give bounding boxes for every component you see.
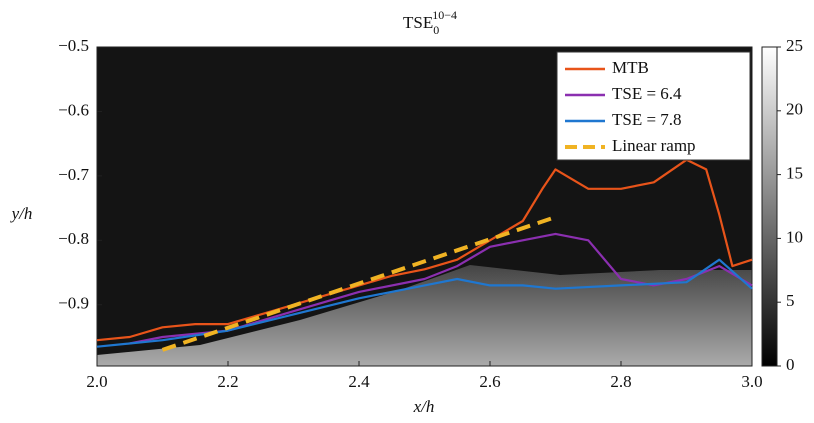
colorbar-tick-label: 0 [786,355,795,374]
series-line [96,258,753,348]
legend-label: TSE = 6.4 [612,84,682,103]
chart-title: TSE010−4 [403,8,457,37]
y-tick-label: −0.9 [58,294,89,313]
plot-frame [96,46,753,367]
title-sub: 0 [433,23,439,37]
series-line [96,158,753,342]
colorbar-tick-label: 20 [786,100,803,119]
field-turbulence [97,265,752,366]
legend-label: MTB [612,58,649,77]
x-tick-label: 2.8 [610,372,631,391]
title-sup: 10−4 [432,8,457,22]
y-axis-label: y/h [10,204,33,223]
x-axis-label: x/h [413,397,435,416]
y-tick-label: −0.5 [58,36,89,55]
x-tick-label: 2.2 [217,372,238,391]
y-tick-label: −0.8 [58,229,89,248]
legend-label: Linear ramp [612,136,696,155]
colorbar-tick-label: 15 [786,164,803,183]
x-tick-label: 3.0 [741,372,762,391]
y-tick-label: −0.7 [58,165,89,184]
colorbar-tick-label: 25 [786,36,803,55]
colorbar [761,46,778,367]
x-tick-label: 2.4 [348,372,370,391]
title-main: TSE [403,13,433,32]
x-tick-label: 2.6 [479,372,500,391]
x-tick-label: 2.0 [86,372,107,391]
colorbar-tick-label: 10 [786,227,803,246]
colorbar-tick-label: 5 [786,291,795,310]
series-line [161,215,557,352]
legend-label: TSE = 7.8 [612,110,682,129]
y-tick-label: −0.6 [58,100,89,119]
